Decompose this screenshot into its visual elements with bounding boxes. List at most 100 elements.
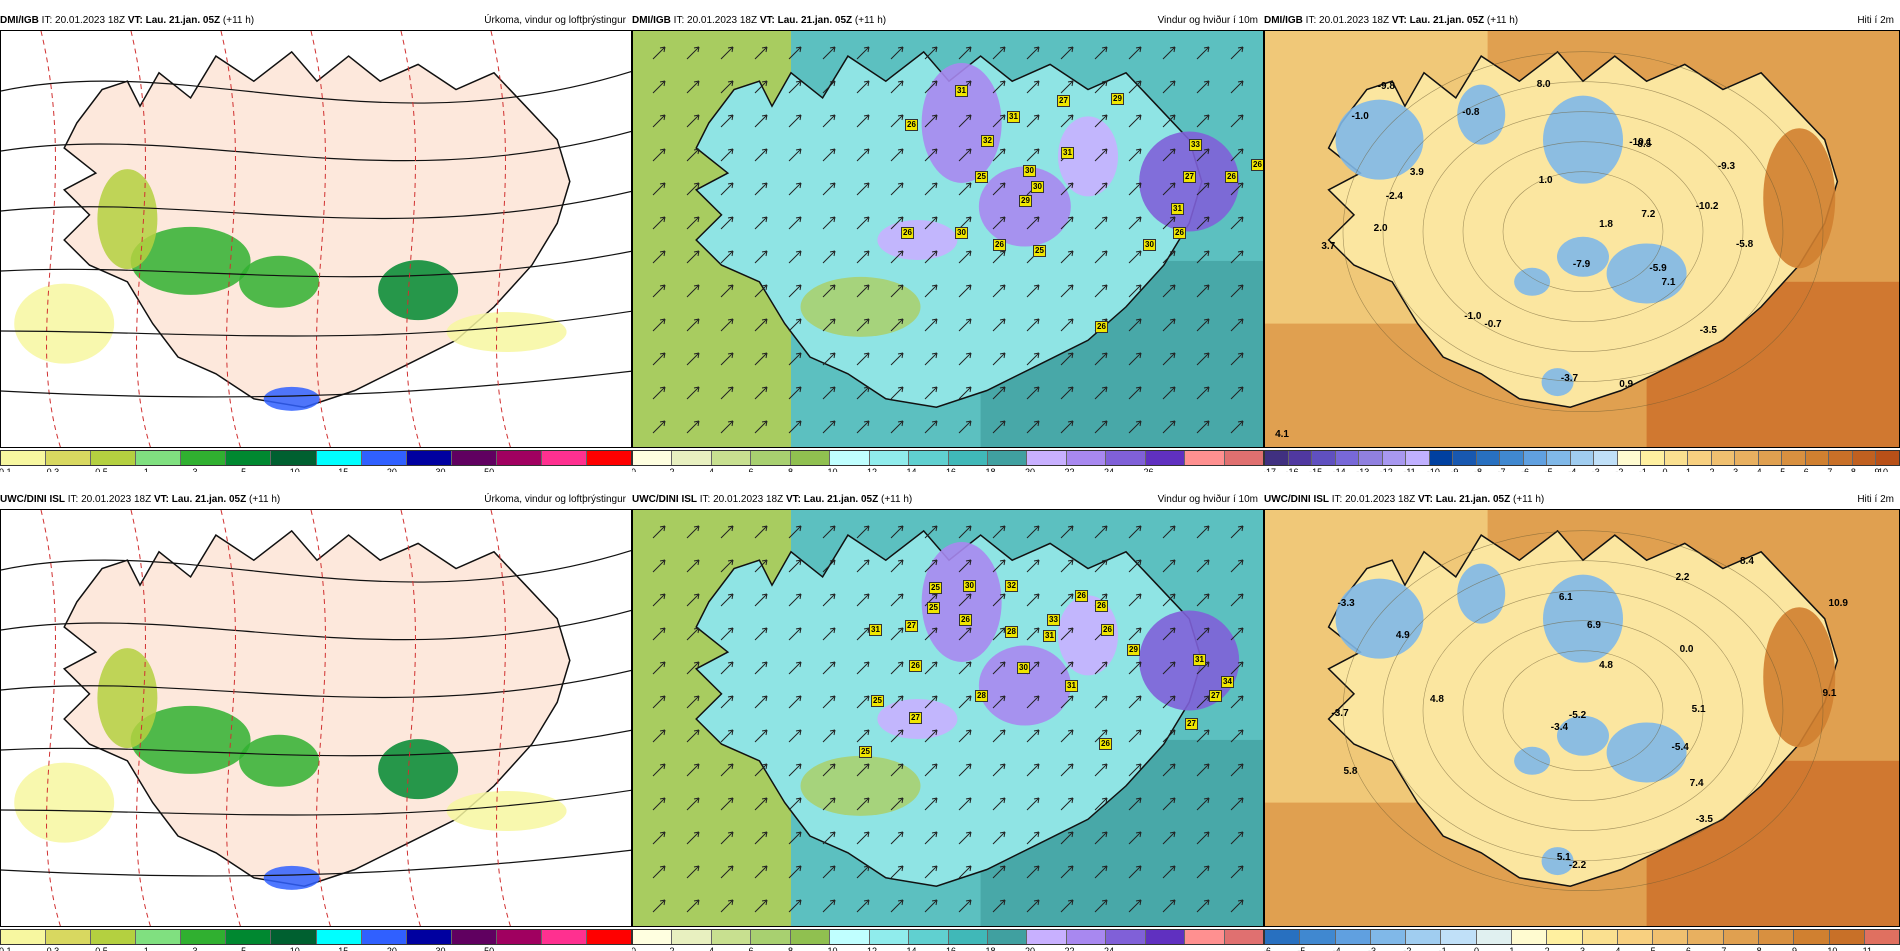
gust-label: 25 [975, 171, 988, 183]
scale-tick-label: 0 [632, 946, 637, 951]
scale-tick-label: 8 [788, 467, 794, 472]
scale-tick-label: 7 [1827, 467, 1833, 472]
color-swatch [1688, 930, 1724, 944]
color-swatch [1185, 930, 1225, 944]
panel-header: UWC/DINI ISL IT: 20.01.2023 18Z VT: Lau.… [632, 491, 912, 509]
color-swatch [541, 451, 588, 465]
model-name: DMI/IGB [0, 15, 39, 26]
gust-label: 32 [1005, 580, 1018, 592]
temperature-label: 3.7 [1321, 241, 1336, 252]
color-swatch [451, 930, 497, 944]
color-swatch [1106, 930, 1146, 944]
scale-tick-label: -1 [1438, 946, 1447, 951]
color-swatch [1441, 930, 1477, 944]
color-swatch [1511, 930, 1548, 944]
color-swatch [1476, 930, 1512, 944]
color-swatch [1406, 451, 1430, 465]
valid-time: VT: Lau. 21.jan. 05Z [1417, 494, 1511, 505]
temperature-label: 1.8 [1599, 219, 1613, 230]
scale-tick-label: -6 [1521, 467, 1530, 472]
gust-label: 31 [1043, 630, 1056, 642]
gust-label: 26 [1075, 590, 1088, 602]
color-swatch [1876, 451, 1899, 465]
gust-label: 27 [1057, 95, 1070, 107]
scale-tick-label: 2 [669, 946, 675, 951]
gust-label: 27 [905, 620, 918, 632]
color-swatch [1794, 930, 1830, 944]
scale-tick-label: 4 [1615, 946, 1621, 951]
gust-label: 26 [1095, 321, 1108, 333]
scale-tick-label: 1 [143, 467, 149, 472]
color-swatch [361, 930, 407, 944]
color-swatch [948, 930, 988, 944]
color-swatch [91, 930, 137, 944]
color-swatch [1066, 930, 1107, 944]
scale-tick-label: 0 [632, 467, 637, 472]
gust-label: 25 [859, 746, 872, 758]
color-swatch [1359, 451, 1383, 465]
temperature-label: -7.9 [1572, 259, 1591, 270]
scale-tick-label: 2 [669, 467, 675, 472]
forecast-map[interactable] [0, 30, 632, 448]
color-swatch [987, 930, 1028, 944]
color-swatch [406, 930, 452, 944]
temperature-label: -1.0 [1464, 311, 1482, 322]
scale-tick-label: 9 [1874, 467, 1880, 472]
color-swatch [790, 930, 831, 944]
scale-tick-label: 5 [1780, 467, 1786, 472]
scale-tick-label: -1 [1638, 467, 1647, 472]
color-swatch [1547, 451, 1571, 465]
scale-tick-label: 26 [1143, 467, 1154, 472]
scale-tick-label: 6 [748, 467, 754, 472]
color-swatch [790, 451, 831, 465]
temperature-label: 9.1 [1822, 688, 1837, 699]
color-swatch [1594, 451, 1618, 465]
color-swatch [541, 930, 588, 944]
forecast-map[interactable]: 25 30 32 25 26 26 27 26 33 31 28 31 26 29 26 30 31 25 28 31… [632, 509, 1264, 927]
color-swatch [181, 930, 227, 944]
gust-label: 31 [1171, 203, 1184, 215]
color-scale-ticks: 0.1 0.3 0.5 1 3 5 10 15 20 30 50 [0, 946, 632, 951]
forecast-map[interactable]: -9.8 -0.8 -1.0 -10.1 8.0 8.5 3.9 1.0 -9.3 -2.4 7.2… [1264, 30, 1900, 448]
scale-tick-label: 10 [827, 467, 838, 472]
gust-label: 27 [909, 712, 922, 724]
temperature-label: 3.9 [1409, 167, 1424, 178]
init-time: IT: 20.01.2023 18Z [67, 494, 152, 505]
gust-label: 31 [1007, 111, 1020, 123]
lead-time: (+11 h) [222, 15, 255, 26]
forecast-map[interactable]: 8.4 -3.3 6.1 2.2 10.9 4.9 6.9 0.0 4.8 9.1 4.8 -3.7 5… [1264, 509, 1900, 927]
forecast-panel-4: UWC/DINI ISL IT: 20.01.2023 18Z VT: Lau.… [0, 491, 632, 951]
init-time: IT: 20.01.2023 18Z [41, 15, 126, 26]
color-swatch [1476, 451, 1501, 465]
gust-label: 26 [1101, 624, 1114, 636]
gust-label: 25 [1033, 245, 1046, 257]
scale-tick-label: -14 [1332, 467, 1346, 472]
gust-label: 33 [1189, 139, 1202, 151]
temperature-label: 1.0 [1538, 175, 1553, 186]
color-swatch [1106, 451, 1146, 465]
scale-tick-label: 10 [1827, 946, 1838, 951]
color-swatch [751, 451, 791, 465]
forecast-map[interactable]: 31 26 32 31 29 27 33 26 25 30 31 30 26 29 26 30 25 27 31 26… [632, 30, 1264, 448]
panel-header: DMI/IGB IT: 20.01.2023 18Z VT: Lau. 21.j… [0, 12, 254, 30]
scale-tick-label: -4 [1568, 467, 1577, 472]
scale-tick-label: 10 [289, 467, 300, 472]
color-swatch [1829, 930, 1865, 944]
color-swatch [909, 930, 949, 944]
color-scale-ticks: -17 -16 -15 -14 -13 -12 -11 -10 -9 -8 -7 -6 -5 -4 -3 -2… [1264, 467, 1900, 472]
scale-tick-label: -10 [1426, 467, 1440, 472]
gust-label: 26 [959, 614, 972, 626]
gust-label: 30 [1143, 239, 1156, 251]
color-swatch [361, 451, 407, 465]
scale-tick-label: 0.5 [95, 467, 108, 472]
color-swatch [496, 451, 542, 465]
model-name: UWC/DINI ISL [0, 494, 65, 505]
color-swatch [633, 930, 673, 944]
forecast-map[interactable] [0, 509, 632, 927]
color-scale [632, 450, 1264, 466]
scale-tick-label: 15 [338, 467, 349, 472]
scale-tick-label: 1 [1686, 467, 1692, 472]
temperature-label: -2.4 [1385, 191, 1403, 202]
panel-header: DMI/IGB IT: 20.01.2023 18Z VT: Lau. 21.j… [1264, 12, 1518, 30]
scale-tick-label: -11 [1403, 467, 1416, 472]
